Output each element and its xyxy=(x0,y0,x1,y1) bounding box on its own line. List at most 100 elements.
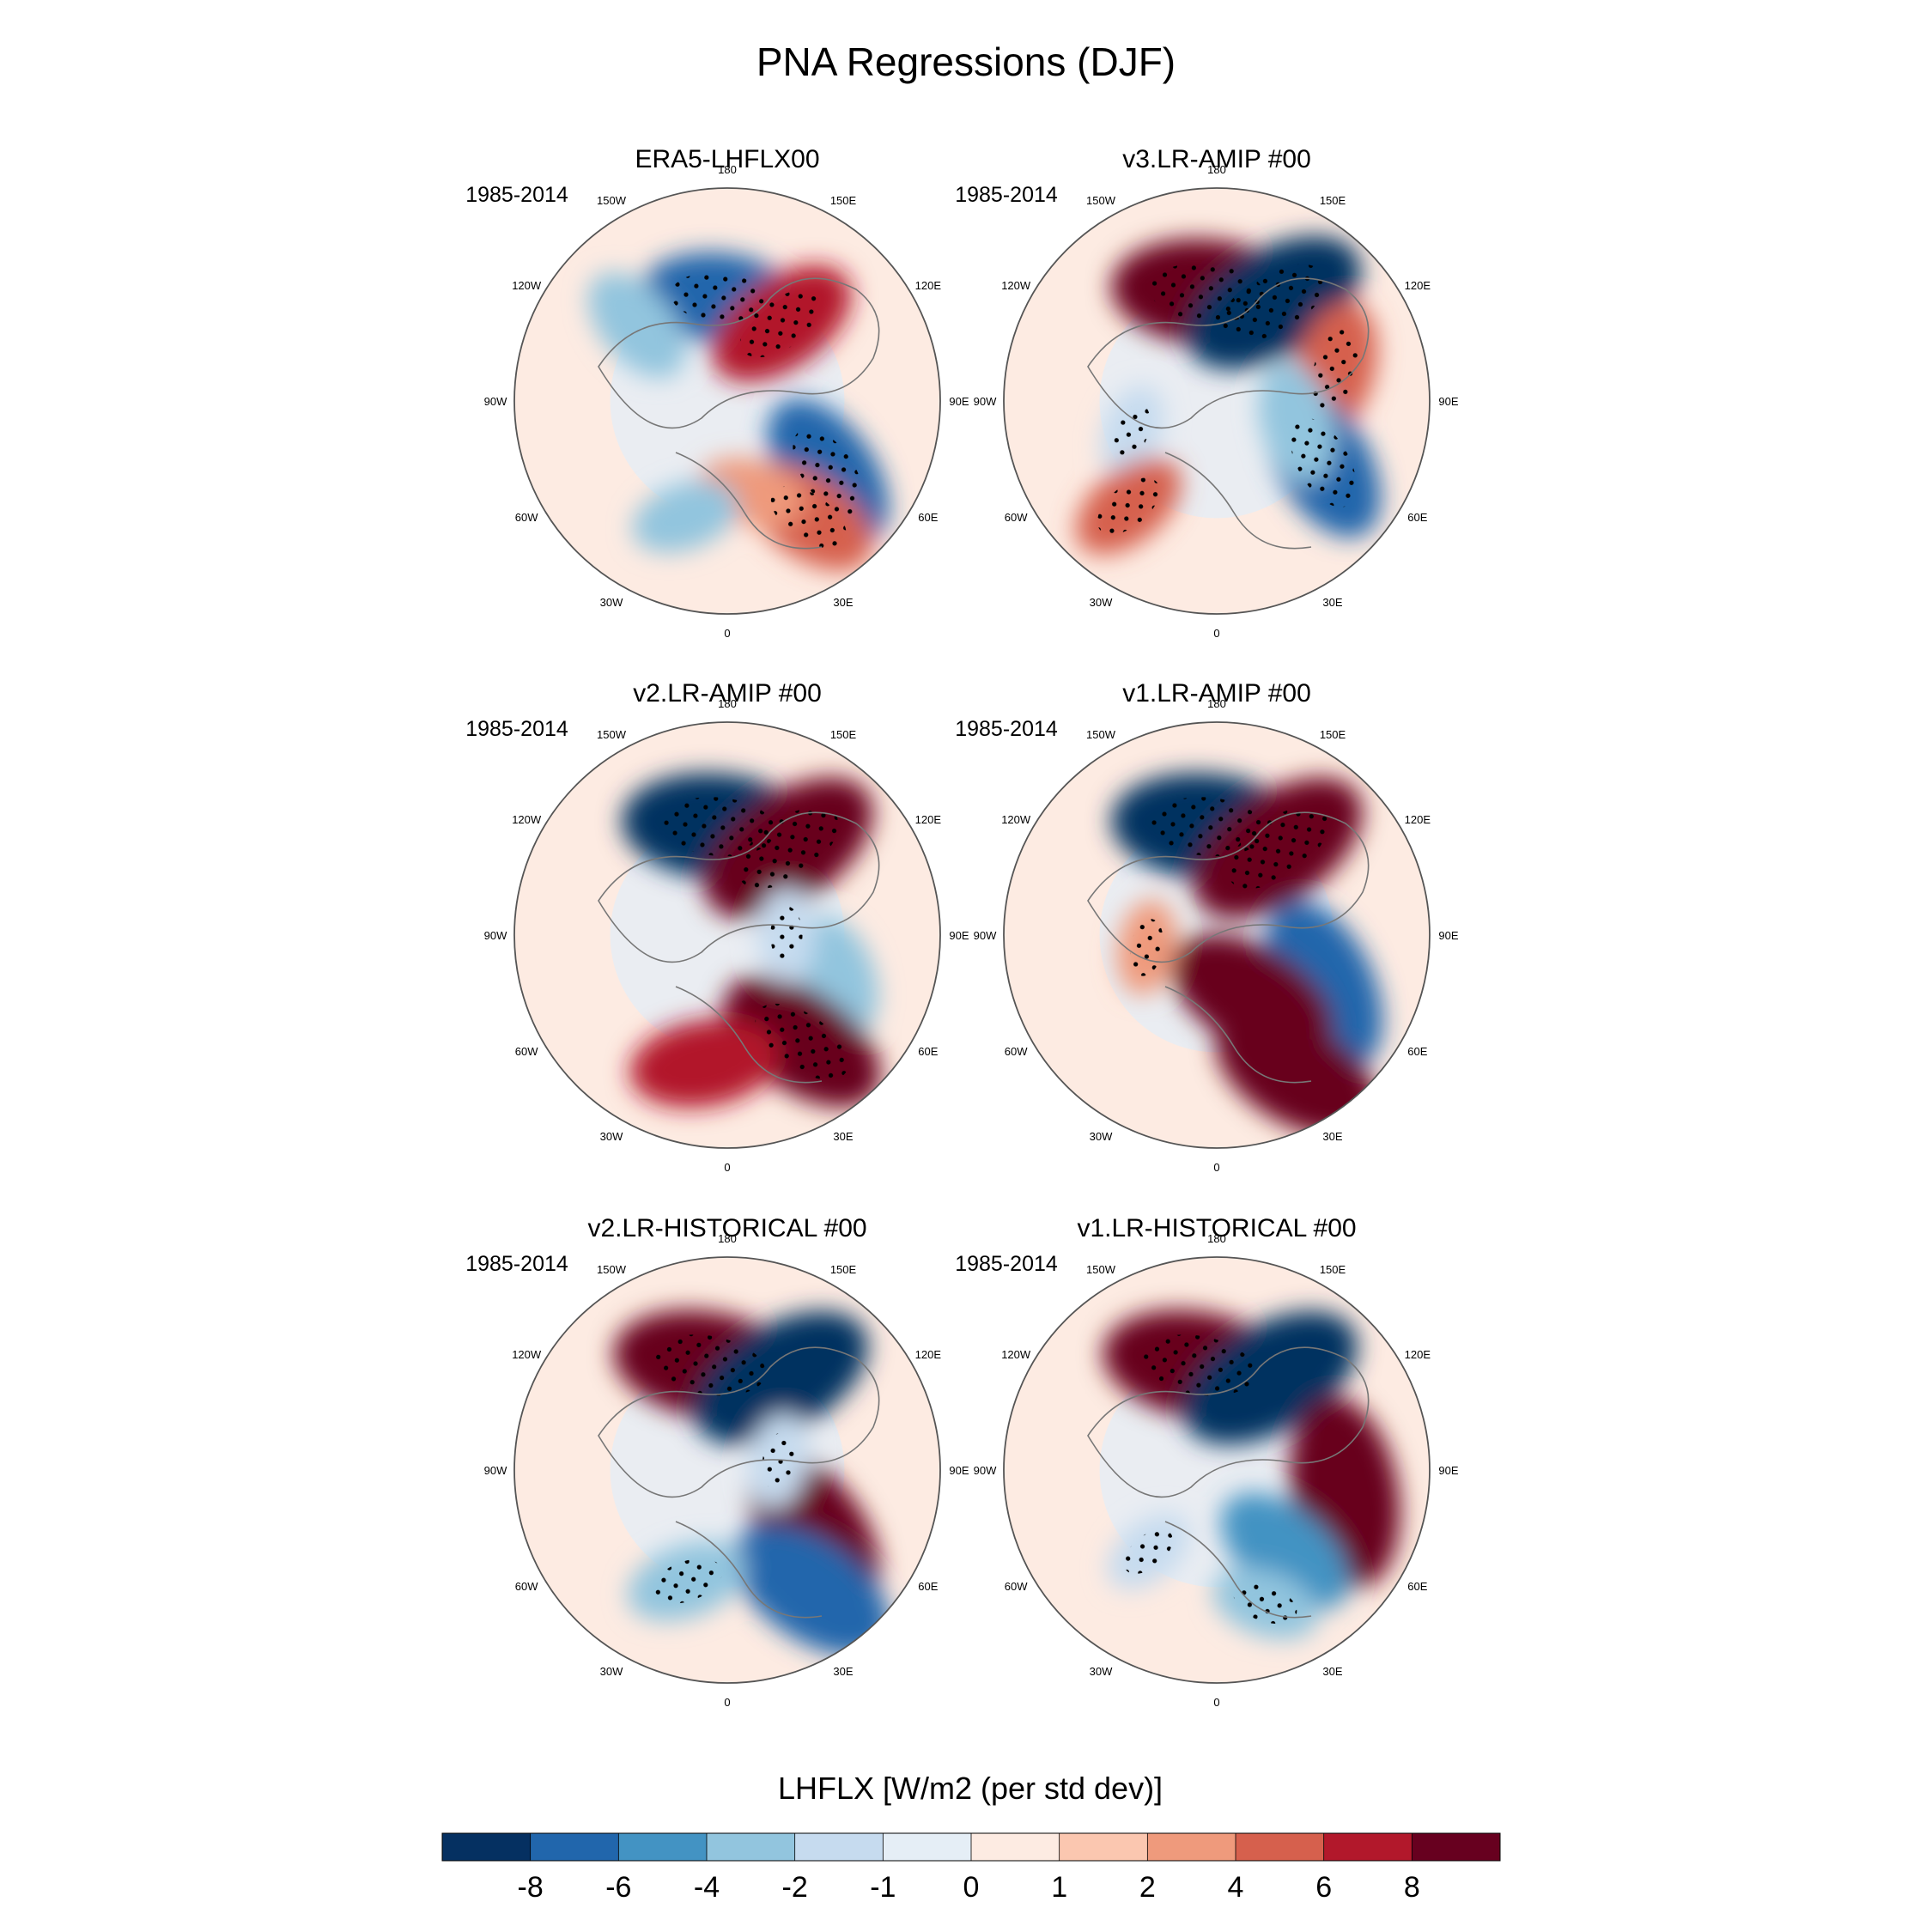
longitude-label: 60E xyxy=(1407,511,1427,524)
longitude-label: 30W xyxy=(1090,596,1113,609)
polar-panel: ERA5-LHFLX00 1985-2014 180 150E 120E 90E 60E 30… xyxy=(465,145,969,640)
longitude-label: 150E xyxy=(830,194,857,207)
panel-period: 1985-2014 xyxy=(465,1252,568,1276)
panel-title: v2.LR-HISTORICAL #00 xyxy=(587,1214,866,1242)
significance-stipple xyxy=(738,806,839,890)
polar-panel: v1.LR-HISTORICAL #00 1985-2014 180 150E 120E… xyxy=(955,1214,1459,1709)
longitude-label: 90E xyxy=(949,929,969,942)
panel-grid: ERA5-LHFLX00 1985-2014 180 150E 120E 90E 60E 30… xyxy=(465,145,1459,1709)
longitude-label: 120E xyxy=(915,279,942,292)
field-anomaly xyxy=(588,272,685,378)
significance-stipple xyxy=(1221,264,1326,342)
significance-stipple xyxy=(755,1003,849,1080)
longitude-label: 120E xyxy=(1405,1348,1431,1361)
field-anomaly xyxy=(732,1524,890,1656)
panel-period: 1985-2014 xyxy=(465,183,568,207)
colorbar-tick-label: 1 xyxy=(1051,1871,1067,1904)
coastlines xyxy=(1087,1346,1370,1619)
longitude-label: 90E xyxy=(949,1464,969,1477)
significance-stipple xyxy=(1290,417,1357,507)
colorbar-tick-label: 4 xyxy=(1228,1871,1244,1904)
significance-stipple xyxy=(1233,1583,1297,1624)
significance-stipple xyxy=(651,1558,723,1604)
longitude-label: 30E xyxy=(1322,596,1342,609)
longitude-label: 60E xyxy=(1407,1580,1427,1593)
longitude-label: 30E xyxy=(833,1665,853,1678)
longitude-label: 30E xyxy=(1322,1130,1342,1143)
longitude-label: 180 xyxy=(1207,697,1226,710)
panel-title: v2.LR-AMIP #00 xyxy=(633,679,822,708)
colorbar-box xyxy=(1236,1833,1325,1861)
colorbar-tick-label: 0 xyxy=(963,1871,980,1904)
longitude-label: 60W xyxy=(1005,1580,1028,1593)
longitude-label: 0 xyxy=(1213,1696,1219,1709)
longitude-label: 180 xyxy=(718,163,737,176)
longitude-label: 30E xyxy=(1322,1665,1342,1678)
longitude-label: 60W xyxy=(515,511,538,524)
longitude-label: 150W xyxy=(1086,1263,1116,1276)
longitude-label: 90E xyxy=(1438,395,1458,408)
longitude-label: 120W xyxy=(512,1348,542,1361)
longitude-label: 90W xyxy=(974,1464,997,1477)
longitude-label: 120W xyxy=(512,279,542,292)
longitude-label: 60W xyxy=(515,1580,538,1593)
panel-period: 1985-2014 xyxy=(955,183,1058,207)
coastlines xyxy=(598,811,880,1084)
longitude-label: 30E xyxy=(833,1130,853,1143)
coastlines xyxy=(1087,277,1370,550)
colorbar-box xyxy=(1412,1833,1501,1861)
map-outline xyxy=(1003,721,1431,1149)
field-anomaly xyxy=(1221,1492,1350,1611)
significance-stipple xyxy=(652,1334,766,1396)
longitude-label: 30W xyxy=(1090,1665,1113,1678)
longitude-label: 60E xyxy=(918,1580,938,1593)
significance-stipple xyxy=(740,289,823,358)
panel-title: v1.LR-AMIP #00 xyxy=(1122,679,1311,708)
polar-panel: v2.LR-HISTORICAL #00 1985-2014 180 150E 120E… xyxy=(465,1214,969,1709)
colorbar-tick-label: 6 xyxy=(1315,1871,1332,1904)
longitude-label: 150W xyxy=(1086,728,1116,741)
longitude-label: 120W xyxy=(1001,1348,1031,1361)
significance-stipple xyxy=(770,486,847,549)
significance-stipple xyxy=(1114,404,1151,460)
colorbar-tick-label: -8 xyxy=(518,1871,544,1904)
longitude-label: 0 xyxy=(1213,1161,1219,1174)
longitude-label: 30W xyxy=(600,1130,623,1143)
colorbar-box xyxy=(530,1833,619,1861)
colorbar-box xyxy=(1147,1833,1236,1861)
longitude-label: 120E xyxy=(915,813,942,826)
colorbar-tick-label: -6 xyxy=(605,1871,631,1904)
significance-stipple xyxy=(1141,1334,1255,1396)
colorbar-tick-label: 2 xyxy=(1139,1871,1156,1904)
longitude-label: 120W xyxy=(512,813,542,826)
colorbar-box xyxy=(707,1833,796,1861)
panel-title: v3.LR-AMIP #00 xyxy=(1122,145,1311,173)
significance-stipple xyxy=(1149,797,1265,857)
longitude-label: 120E xyxy=(1405,279,1431,292)
significance-stipple xyxy=(770,906,803,964)
colorbar-tick-label: 8 xyxy=(1404,1871,1420,1904)
field-anomaly xyxy=(632,480,738,553)
longitude-label: 180 xyxy=(1207,163,1226,176)
map-outline xyxy=(513,187,941,615)
significance-stipple xyxy=(793,428,864,515)
colorbar-tick-label: -4 xyxy=(694,1871,720,1904)
map-outline xyxy=(1003,187,1431,615)
colorbar-title: LHFLX [W/m2 (per std dev)] xyxy=(778,1771,1163,1806)
map-outline xyxy=(513,1256,941,1684)
longitude-label: 30W xyxy=(600,596,623,609)
longitude-label: 0 xyxy=(1213,627,1219,640)
longitude-label: 180 xyxy=(718,697,737,710)
longitude-label: 120E xyxy=(1405,813,1431,826)
longitude-label: 60E xyxy=(918,511,938,524)
longitude-label: 90W xyxy=(484,929,507,942)
longitude-label: 120E xyxy=(915,1348,942,1361)
longitude-label: 120W xyxy=(1001,813,1031,826)
colorbar-ticks: -8 -6 -4 -2 -1 0 1 2 4 6 8 xyxy=(518,1833,1420,1904)
colorbar-box xyxy=(794,1833,884,1861)
longitude-label: 150E xyxy=(1320,728,1346,741)
longitude-label: 90W xyxy=(974,395,997,408)
coastlines xyxy=(598,277,880,550)
significance-stipple xyxy=(1227,806,1328,890)
significance-stipple xyxy=(1311,329,1359,410)
